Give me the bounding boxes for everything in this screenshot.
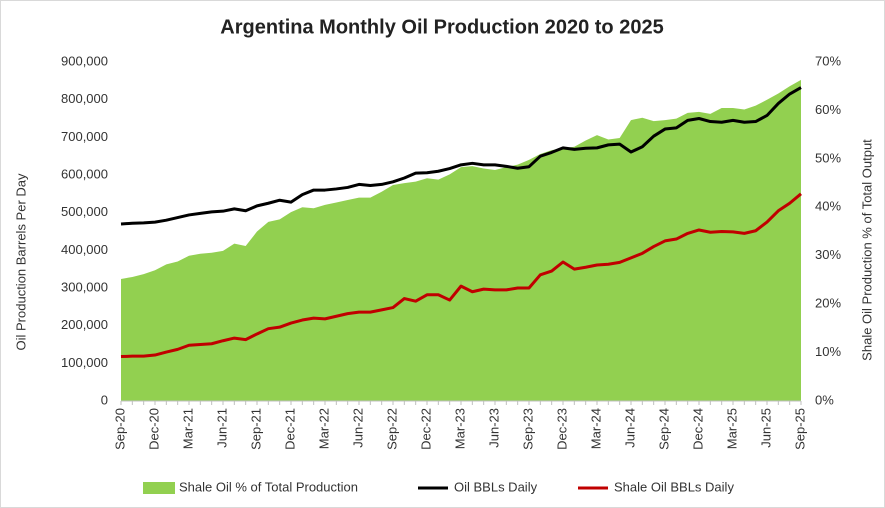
y-axis-title: Oil Production Barrels Per Day — [13, 173, 28, 351]
area-series — [121, 79, 801, 401]
y2-tick-label: 20% — [815, 296, 841, 311]
y-tick-label: 100,000 — [61, 355, 108, 370]
y-tick-label: 800,000 — [61, 91, 108, 106]
x-tick-label: Sep-24 — [656, 408, 671, 450]
y2-axis-title: Shale Oil Production % of Total Output — [859, 139, 874, 361]
x-tick-label: Sep-20 — [112, 408, 127, 450]
x-tick-label: Sep-23 — [520, 408, 535, 450]
x-tick-label: Sep-25 — [792, 408, 807, 450]
y2-tick-label: 0% — [815, 392, 834, 407]
line-series — [120, 86, 802, 226]
legend-label: Oil BBLs Daily — [454, 479, 538, 494]
x-tick-label: Mar-21 — [180, 408, 195, 449]
y2-tick-label: 30% — [815, 247, 841, 262]
y-tick-label: 600,000 — [61, 166, 108, 181]
y2-tick-label: 10% — [815, 344, 841, 359]
x-tick-label: Dec-23 — [554, 408, 569, 450]
y-tick-label: 0 — [101, 392, 108, 407]
x-tick-label: Jun-24 — [622, 408, 637, 448]
x-tick-label: Mar-23 — [452, 408, 467, 449]
x-tick-label: Jun-22 — [350, 408, 365, 448]
x-tick-label: Mar-25 — [724, 408, 739, 449]
x-tick-label: Jun-25 — [758, 408, 773, 448]
y-tick-label: 500,000 — [61, 204, 108, 219]
y2-tick-label: 70% — [815, 53, 841, 68]
chart-title: Argentina Monthly Oil Production 2020 to… — [220, 16, 663, 38]
y2-tick-label: 40% — [815, 199, 841, 214]
x-tick-label: Jun-23 — [486, 408, 501, 448]
x-tick-label: Sep-22 — [384, 408, 399, 450]
y2-tick-label: 50% — [815, 150, 841, 165]
x-tick-label: Mar-22 — [316, 408, 331, 449]
x-tick-label: Dec-20 — [146, 408, 161, 450]
y-tick-label: 300,000 — [61, 279, 108, 294]
x-tick-label: Dec-24 — [690, 408, 705, 450]
x-tick-label: Sep-21 — [248, 408, 263, 450]
legend-swatch — [143, 482, 175, 494]
y-tick-label: 700,000 — [61, 129, 108, 144]
legend-label: Shale Oil BBLs Daily — [614, 479, 734, 494]
x-tick-label: Dec-21 — [282, 408, 297, 450]
legend-label: Shale Oil % of Total Production — [179, 479, 358, 494]
y-tick-label: 400,000 — [61, 242, 108, 257]
x-tick-label: Jun-21 — [214, 408, 229, 448]
y2-tick-label: 60% — [815, 102, 841, 117]
y-tick-label: 900,000 — [61, 53, 108, 68]
line-series — [120, 192, 802, 359]
y-tick-label: 200,000 — [61, 317, 108, 332]
x-tick-label: Mar-24 — [588, 408, 603, 449]
x-tick-label: Dec-22 — [418, 408, 433, 450]
